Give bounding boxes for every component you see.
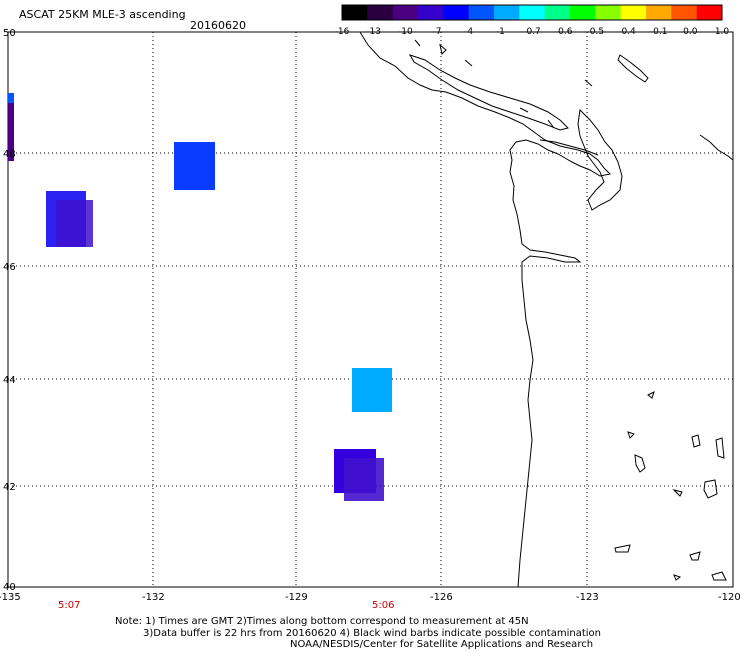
graticule	[8, 32, 733, 587]
lake-3	[715, 437, 725, 459]
lat-label-44: 44	[3, 375, 16, 386]
map-title: ASCAT 25KM MLE-3 ascending	[19, 8, 186, 21]
colorbar-border	[341, 4, 723, 21]
colorbar-segment	[519, 5, 546, 20]
lake-6	[614, 544, 701, 561]
lake-1	[634, 454, 646, 473]
lon-label-123: -123	[576, 592, 599, 603]
lake-7	[673, 571, 727, 581]
lon-label-132: -132	[142, 592, 165, 603]
colorbar-segment	[595, 5, 622, 20]
coastline-small-isles	[414, 39, 593, 129]
time-label-2: 5:06	[372, 600, 394, 611]
colorbar-segment	[392, 5, 419, 20]
plot-frame	[7, 31, 734, 588]
colorbar	[341, 4, 723, 21]
lake-2	[691, 434, 701, 448]
note-line-2: 3)Data buffer is 22 hrs from 20160620 4)…	[143, 628, 601, 639]
note-line-1: Note: 1) Times are GMT 2)Times along bot…	[115, 616, 529, 627]
colorbar-segment	[696, 5, 723, 20]
swath-edge-bottom	[8, 103, 14, 161]
lat-label-48: 48	[3, 149, 16, 160]
map-date: 20160620	[190, 19, 246, 32]
colorbar-segment	[367, 5, 394, 20]
lon-label-120: -120	[718, 592, 740, 603]
colorbar-segment	[342, 5, 368, 20]
lat-label-50: 50	[3, 28, 16, 39]
swath-edge-top	[8, 93, 14, 103]
lat-label-46: 46	[3, 262, 16, 273]
lon-labels: -135 -132 -129 -126 -123 -120	[0, 592, 740, 603]
coastline-puget-sound	[577, 108, 623, 211]
lake-4	[703, 479, 718, 499]
coastline-east-inlet	[699, 134, 734, 161]
swath-d2	[344, 458, 384, 501]
colorbar-segment	[468, 5, 495, 20]
lon-label-129: -129	[285, 592, 308, 603]
colorbar-segment	[570, 5, 596, 20]
colorbar-segment	[494, 5, 520, 20]
lake-5	[627, 391, 683, 497]
swath-a	[174, 142, 215, 190]
swath-b2	[56, 200, 93, 247]
coastline-vancouver-island	[408, 54, 569, 131]
lat-label-42: 42	[3, 482, 16, 493]
coastline	[359, 31, 734, 588]
time-label-1: 5:07	[58, 600, 80, 611]
colorbar-segment	[671, 5, 698, 20]
note-line-3: NOAA/NESDIS/Center for Satellite Applica…	[290, 639, 594, 650]
colorbar-segment	[443, 5, 470, 20]
coastline-north-inlet	[617, 54, 649, 83]
lat-label-40: 40	[3, 582, 16, 593]
colorbar-segment	[544, 5, 571, 20]
colorbar-segment	[646, 5, 672, 20]
lon-label-135: -135	[0, 592, 21, 603]
colorbar-segment	[418, 5, 444, 20]
lat-labels: 50 48 46 44 42 40	[3, 28, 16, 593]
coastline-mainland	[359, 31, 612, 588]
lon-label-126: -126	[430, 592, 453, 603]
swath-c	[352, 368, 392, 412]
coastline-strait	[539, 139, 599, 156]
colorbar-segment	[620, 5, 647, 20]
